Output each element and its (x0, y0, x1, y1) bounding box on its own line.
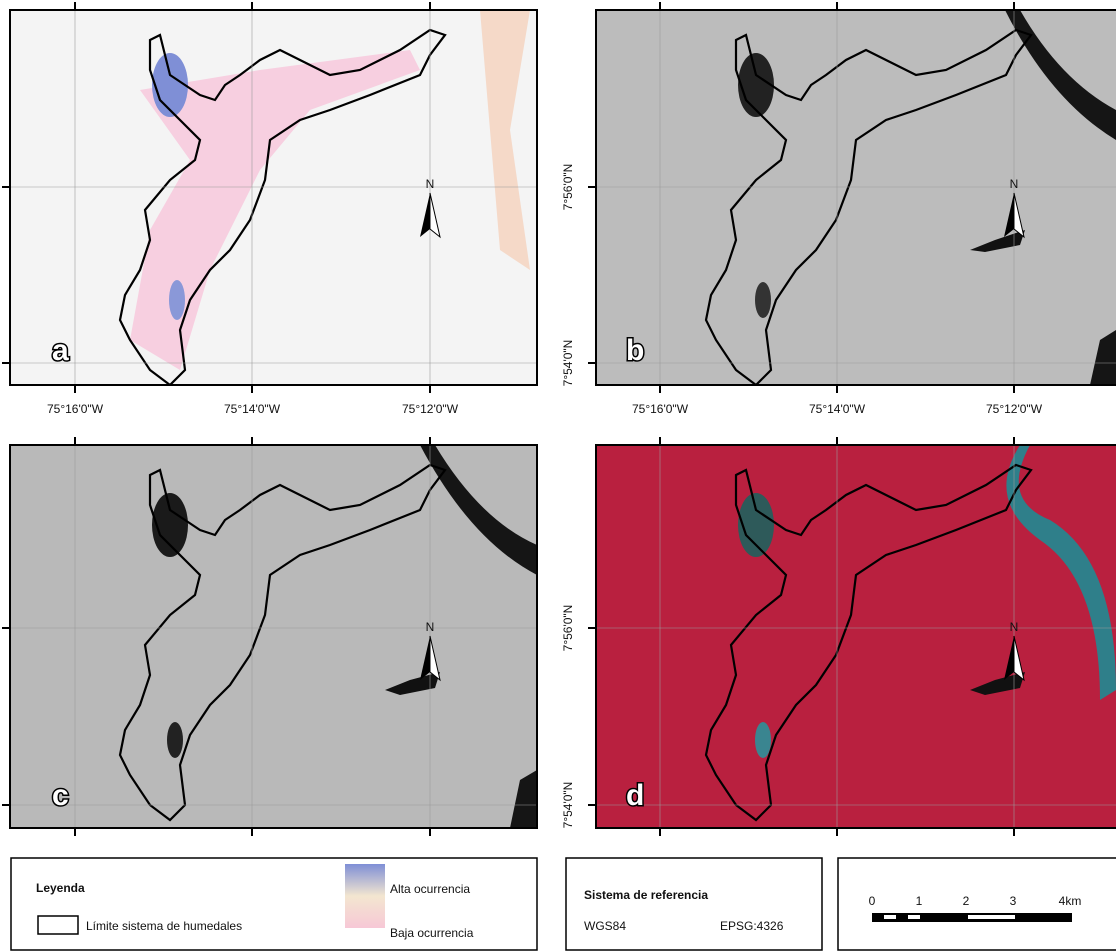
arrow-right (429, 635, 441, 682)
panel-label: d (626, 779, 644, 812)
scale-label: 4km (1059, 894, 1082, 908)
lon-label: 75°16'0"W (47, 402, 104, 416)
scale-label: 1 (916, 894, 923, 908)
lon-label: 75°14'0"W (224, 402, 281, 416)
north-label: N (426, 177, 435, 191)
reference-code: EPSG:4326 (720, 919, 784, 933)
lon-label: 75°12'0"W (986, 402, 1043, 416)
north-label: N (1010, 177, 1019, 191)
scale-box: 0 1 2 3 4km (837, 857, 1116, 951)
legend: Leyenda Límite sistema de humedales Alta… (10, 857, 538, 951)
reference-datum: WGS84 (584, 919, 626, 933)
arrow-right (1013, 192, 1025, 239)
lon-label: 75°16'0"W (632, 402, 689, 416)
lon-label: 75°12'0"W (402, 402, 459, 416)
scale-label: 0 (869, 894, 876, 908)
panel-label: b (626, 334, 644, 367)
legend-item: Límite sistema de humedales (86, 919, 242, 933)
scale-label: 3 (1010, 894, 1017, 908)
legend-item: Alta ocurrencia (390, 882, 470, 896)
north-arrow: N (1004, 620, 1025, 682)
panel-c (10, 445, 537, 828)
lat-label: 7°56'0"N (561, 605, 575, 652)
scale-label: 2 (963, 894, 970, 908)
panel-label: a (52, 334, 69, 367)
arrow-left (420, 636, 430, 680)
north-arrow: N (1004, 177, 1025, 239)
reference-title: Sistema de referencia (584, 888, 708, 902)
arrow-left (420, 193, 430, 237)
panel-d (596, 445, 1116, 828)
panel-a (10, 10, 537, 385)
arrow-left (1004, 193, 1014, 237)
panel-b (596, 10, 1116, 385)
arrow-left (1004, 636, 1014, 680)
arrow-right (429, 192, 441, 239)
north-arrow: N (420, 177, 441, 239)
lat-label: 7°54'0"N (561, 340, 575, 387)
lat-label: 7°54'0"N (561, 782, 575, 829)
north-arrow: N (420, 620, 441, 682)
north-label: N (426, 620, 435, 634)
legend-title: Leyenda (36, 881, 85, 895)
arrow-right (1013, 635, 1025, 682)
lon-label: 75°14'0"W (809, 402, 866, 416)
legend-item: Baja ocurrencia (390, 926, 474, 940)
lat-label: 7°56'0"N (561, 164, 575, 211)
reference-box: Sistema de referencia WGS84 EPSG:4326 (565, 857, 823, 951)
north-label: N (1010, 620, 1019, 634)
panel-label: c (52, 779, 69, 812)
